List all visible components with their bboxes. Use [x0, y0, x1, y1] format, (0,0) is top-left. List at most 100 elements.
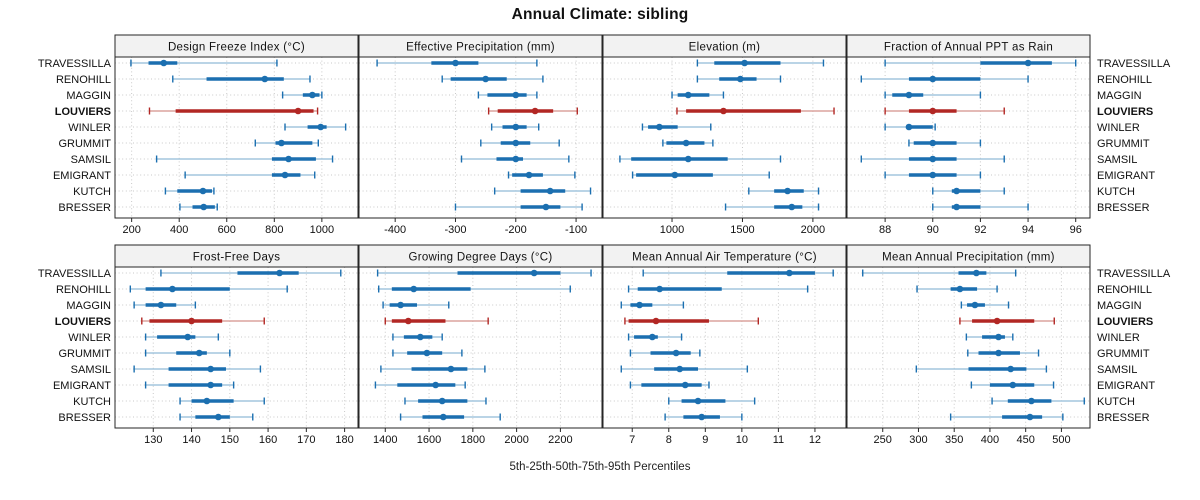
panel-border — [846, 56, 1091, 219]
station-label-right-samsil: SAMSIL — [1097, 364, 1137, 376]
axis-tick-label: 140 — [182, 434, 200, 446]
interval-emigrant — [374, 381, 466, 389]
median-dot — [207, 365, 214, 373]
interval-kutch — [404, 397, 487, 405]
median-dot — [276, 269, 283, 277]
panel-design-freeze-index-c: Design Freeze Index (°C) 200 400 600 800 1000 — [114, 34, 359, 236]
interval-winler — [641, 123, 712, 131]
station-label-right-travessilla: TRAVESSILLA — [1097, 58, 1171, 70]
median-dot — [447, 365, 455, 373]
axis-tick-label: 11 — [773, 434, 784, 446]
interval-kutch — [179, 397, 265, 405]
median-dot — [737, 75, 744, 83]
interval-samsil — [155, 155, 334, 163]
interval-renohill — [916, 285, 998, 293]
median-dot — [786, 269, 793, 277]
interval-maggin — [281, 91, 323, 99]
median-dot — [512, 139, 520, 147]
interval-renohill — [627, 285, 809, 293]
interval-winler — [392, 333, 443, 341]
interval-kutch — [932, 187, 1005, 195]
axis-tick-label: 130 — [144, 434, 162, 446]
interval-renohill — [696, 75, 782, 83]
median-dot — [953, 187, 960, 195]
interval-winler — [884, 123, 936, 131]
interval-grummit — [254, 139, 319, 147]
axis-tick-label: 96 — [1070, 224, 1082, 236]
median-dot — [531, 107, 539, 115]
station-label-left-emigrant: EMIGRANT — [53, 380, 111, 392]
interval-maggin — [671, 91, 725, 99]
station-label-left-maggin: MAGGIN — [66, 300, 111, 312]
station-label-left-bresser: BRESSER — [58, 412, 111, 424]
interval-bresser — [399, 413, 501, 421]
axis-tick-label: 1500 — [730, 224, 754, 236]
median-dot — [656, 123, 663, 131]
interval-travessilla — [862, 269, 1017, 277]
median-dot — [671, 171, 679, 179]
median-dot — [694, 397, 702, 405]
interval-samsil — [380, 365, 486, 373]
median-dot — [512, 91, 520, 99]
interval-louviers — [884, 107, 1005, 115]
interval-grummit — [629, 349, 701, 357]
axis-tick-label: 400 — [170, 224, 188, 236]
interval-bresser — [932, 203, 1029, 211]
axis-tick-label: 200 — [122, 224, 140, 236]
median-dot — [439, 413, 447, 421]
interval-louviers — [148, 107, 319, 115]
interval-emigrant — [970, 381, 1055, 389]
interval-bresser — [724, 203, 820, 211]
panel-background — [847, 267, 1090, 428]
interval-bresser — [949, 413, 1064, 421]
panel-background — [115, 267, 358, 428]
interval-maggin — [382, 301, 450, 309]
interval-maggin — [133, 301, 197, 309]
interval-travessilla — [696, 59, 825, 67]
interval-travessilla — [376, 269, 592, 277]
median-dot — [404, 317, 412, 325]
panel-border — [602, 56, 847, 219]
station-label-left-grummit: GRUMMIT — [58, 348, 111, 360]
panel-mean-annual-air-temperature-c: Mean Annual Air Temperature (°C) 7 8 9 10 11 1… — [602, 244, 847, 446]
median-dot — [636, 301, 643, 309]
station-label-right-kutch: KUTCH — [1097, 186, 1135, 198]
median-dot — [278, 139, 285, 147]
axis-tick-label: 150 — [221, 434, 239, 446]
median-dot — [929, 171, 937, 179]
axis-tick-label: -200 — [505, 224, 527, 236]
panel-border — [114, 56, 359, 219]
median-dot — [200, 203, 207, 211]
interval-bresser — [179, 413, 254, 421]
median-dot — [317, 123, 324, 131]
median-dot — [905, 91, 913, 99]
median-dot — [905, 123, 913, 131]
median-dot — [512, 123, 520, 131]
median-dot — [294, 107, 302, 115]
axis-tick-label: 94 — [1022, 224, 1034, 236]
axis-tick-label: 88 — [879, 224, 891, 236]
station-label-right-louviers: LOUVIERS — [1097, 106, 1153, 118]
interval-emigrant — [184, 171, 316, 179]
panel-border — [114, 266, 359, 429]
interval-renohill — [378, 285, 571, 293]
panel-background — [603, 267, 846, 428]
station-label-left-renohill: RENOHILL — [56, 74, 111, 86]
median-dot — [215, 413, 222, 421]
interval-maggin — [960, 301, 1010, 309]
median-dot — [546, 187, 554, 195]
median-dot — [956, 285, 964, 293]
panel-border — [846, 266, 1091, 429]
station-label-left-winler: WINLER — [68, 122, 111, 134]
panel-effective-precipitation-mm: Effective Precipitation (mm) -400 -300 -200… — [358, 34, 603, 236]
interval-louviers — [959, 317, 1055, 325]
axis-tick-label: 350 — [945, 434, 963, 446]
axis-tick-label: 1600 — [417, 434, 441, 446]
interval-grummit — [662, 139, 714, 147]
axis-tick-label: 800 — [265, 224, 283, 236]
station-label-right-grummit: GRUMMIT — [1097, 138, 1150, 150]
interval-travessilla — [130, 59, 278, 67]
median-dot — [995, 333, 1002, 341]
station-labels-row1: TRAVESSILLA TRAVESSILLA RENOHILL RENOHILL MA… — [38, 58, 1171, 214]
